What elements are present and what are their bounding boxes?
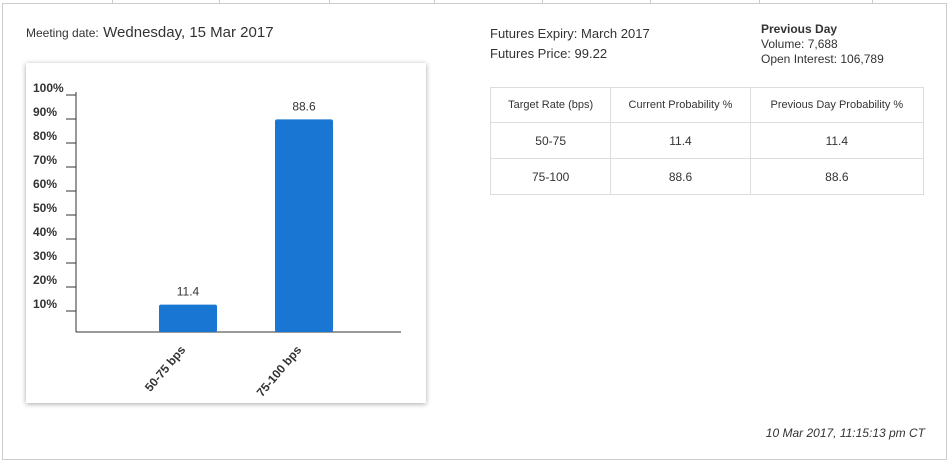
x-tick-label: 50-75 bps: [142, 343, 189, 395]
x-tick-label: 75-100 bps: [254, 343, 305, 400]
futures-info: Futures Expiry: March 2017 Futures Price…: [490, 24, 650, 64]
header-cell: Previous Day Probability %: [749, 87, 925, 123]
header-cell: Target Rate (bps): [489, 87, 612, 123]
chart-card: 10% 20% 30% 40% 50% 60% 70% 80% 90% 100% 11.4 50-75…: [26, 63, 426, 403]
meeting-label: Meeting date:: [26, 26, 99, 40]
table-cell: 75-100: [489, 158, 612, 195]
table-row: 75-100 88.6 88.6: [489, 158, 925, 195]
value-label: 88.6: [292, 99, 316, 113]
chart: 10% 20% 30% 40% 50% 60% 70% 80% 90% 100% 11.4 50-75…: [33, 81, 401, 400]
y-tick-label: 30%: [33, 249, 57, 263]
volume: Volume: 7,688: [761, 37, 838, 51]
table-cell: 88.6: [749, 158, 925, 195]
y-tick-label: 60%: [33, 177, 57, 191]
y-tick-label: 20%: [33, 273, 57, 287]
table-row: 50-75 11.4 11.4: [489, 122, 925, 159]
previous-day-title: Previous Day: [761, 22, 838, 36]
tab[interactable]: [650, 0, 651, 3]
y-tick-label: 80%: [33, 129, 57, 143]
probability-table: Target Rate (bps) Current Probability % Pr…: [489, 87, 925, 195]
y-tick-label: 40%: [33, 225, 57, 239]
tab[interactable]: [329, 0, 330, 3]
y-tick-label: 70%: [33, 153, 57, 167]
y-tick-label: 90%: [33, 105, 57, 119]
tab[interactable]: [434, 0, 435, 3]
y-tick-label: 100%: [33, 81, 64, 95]
panel: [2, 3, 947, 460]
timestamp: 10 Mar 2017, 11:15:13 pm CT: [765, 426, 925, 440]
y-tick-label: 50%: [33, 201, 57, 215]
tab-bar: [2, 0, 947, 4]
bar: [275, 119, 333, 332]
table-cell: 88.6: [610, 158, 751, 195]
table-cell: 11.4: [610, 122, 751, 159]
header-row: Target Rate (bps) Current Probability % Pr…: [489, 87, 925, 123]
bar: [159, 304, 217, 332]
futures-expiry: Futures Expiry: March 2017: [490, 26, 650, 41]
tab[interactable]: [542, 0, 543, 3]
value-label: 11.4: [177, 285, 200, 299]
tab[interactable]: [112, 0, 113, 3]
previous-day: Previous Day Volume: 7,688 Open Interest…: [761, 22, 884, 67]
meeting-date: Meeting date: Wednesday, 15 Mar 2017: [26, 24, 274, 42]
futures-price: Futures Price: 99.22: [490, 46, 608, 61]
table-cell: 11.4: [749, 122, 925, 159]
meeting-value: Wednesday, 15 Mar 2017: [103, 24, 274, 41]
tab[interactable]: [219, 0, 220, 3]
open-interest: Open Interest: 106,789: [761, 52, 884, 66]
tab[interactable]: [759, 0, 760, 3]
table-cell: 50-75: [489, 122, 612, 159]
y-tick-label: 10%: [33, 297, 57, 311]
tab[interactable]: [872, 0, 873, 3]
header-cell: Current Probability %: [610, 87, 751, 123]
